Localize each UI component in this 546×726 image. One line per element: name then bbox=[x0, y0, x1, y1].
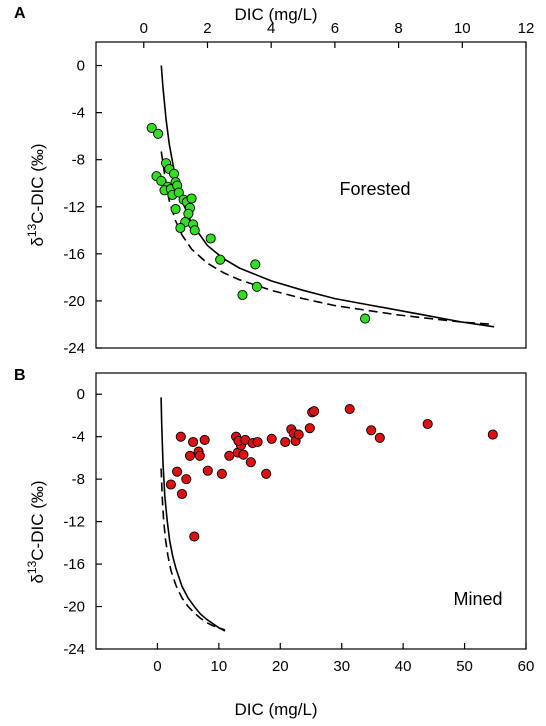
panel-b-y-tick-label: -24 bbox=[63, 641, 85, 658]
panel-a-data-point bbox=[186, 193, 197, 204]
panel-b-data-point bbox=[280, 436, 291, 448]
panel-b-data-point bbox=[181, 474, 192, 485]
panel-a-x-axis-title: DIC (mg/L) bbox=[234, 5, 317, 24]
panel-b-data-point bbox=[194, 450, 205, 461]
panel-b-data-point bbox=[261, 468, 272, 479]
panel-b-y-tick-label: 0 bbox=[77, 386, 85, 403]
panel-b-x-tick-label: 40 bbox=[395, 658, 412, 675]
panel-a-dashed-curve bbox=[160, 151, 495, 326]
panel-b-data-point bbox=[309, 406, 320, 417]
panel-b-data-point bbox=[366, 425, 377, 436]
panel-a-y-tick-label: 0 bbox=[77, 58, 85, 75]
panel-a-y-tick-label: -4 bbox=[72, 105, 85, 122]
panel-a-x-tick-label: 2 bbox=[203, 20, 211, 37]
panel-b-data-point bbox=[422, 418, 433, 430]
panel-b-data-point bbox=[216, 468, 227, 479]
panel-a-solid-curve bbox=[160, 65, 495, 328]
panel-b-data-point bbox=[172, 466, 183, 477]
panel-b-data-point bbox=[252, 436, 263, 448]
panel-b-data-point bbox=[224, 450, 235, 461]
panel-a-y-tick-label: -8 bbox=[72, 152, 85, 169]
panel-b-data-points bbox=[165, 404, 498, 542]
panel-b-data-point bbox=[374, 432, 385, 443]
panel-a-x-tick-label: 4 bbox=[267, 20, 275, 37]
panel-b-x-tick-label: 60 bbox=[518, 658, 535, 675]
panel-a-letter: A bbox=[14, 5, 26, 22]
panel-a-y-tick-label: -24 bbox=[63, 340, 85, 357]
panel-b-y-tick-label: -12 bbox=[63, 514, 85, 531]
panel-a-x-tick-label: 12 bbox=[518, 20, 535, 37]
panel-b-model-curves bbox=[160, 397, 226, 632]
panel-b-x-tick-label: 30 bbox=[333, 658, 350, 675]
panel-b-y-tick-label: -16 bbox=[63, 556, 85, 573]
panel-b-y-tick-label: -20 bbox=[63, 599, 85, 616]
panel-b-x-tick-label: 0 bbox=[153, 658, 161, 675]
panel-a-data-point bbox=[251, 281, 262, 292]
panel-a-x-tick-label: 0 bbox=[140, 20, 148, 37]
panel-a-data-point bbox=[170, 204, 181, 215]
panel-a-data-point bbox=[153, 128, 164, 139]
panel-a-data-point bbox=[215, 254, 226, 265]
panel-a-data-point bbox=[360, 313, 371, 324]
panel-a-y-tick-label: -16 bbox=[63, 246, 85, 263]
panel-b-data-point bbox=[184, 450, 196, 461]
panel-b-data-point bbox=[238, 449, 249, 460]
panel-b-data-point bbox=[202, 465, 213, 476]
panel-b-data-point bbox=[199, 434, 210, 445]
panel-a-model-curves bbox=[160, 65, 495, 328]
panel-b-data-point bbox=[165, 479, 176, 490]
panel-a-plot-frame bbox=[95, 41, 527, 349]
panel-b-x-tick-label: 50 bbox=[456, 658, 473, 675]
panel-b-data-point bbox=[188, 436, 199, 448]
panel-a-y-tick-label: -20 bbox=[63, 293, 85, 310]
panel-a-data-points bbox=[146, 122, 371, 324]
panel-a-data-point bbox=[173, 187, 184, 198]
panel-b-letter: B bbox=[14, 367, 26, 384]
panel-b-data-point bbox=[304, 423, 315, 434]
panel-b-x-axis-title: DIC (mg/L) bbox=[234, 700, 317, 719]
panel-b-y-tick-label: -4 bbox=[72, 429, 85, 446]
panel-b-data-point bbox=[176, 488, 188, 500]
panel-b-data-point bbox=[245, 457, 256, 468]
panel-a-data-point bbox=[175, 222, 186, 234]
panel-a-data-point bbox=[156, 175, 167, 186]
panel-b-solid-curve bbox=[160, 397, 226, 632]
panel-b-data-point bbox=[189, 531, 200, 542]
panel-a-axes: 0 2 4 6 8 10 12 0 -4 -8 -12 -16 -20 -24 bbox=[63, 20, 534, 357]
panel-b-dashed-curve bbox=[160, 468, 226, 631]
panel-a-data-point bbox=[189, 225, 200, 236]
panel-a-forested: A DIC (mg/L) δ13C-DIC (‰) Forested 0 2 4 6 8… bbox=[14, 5, 534, 357]
panel-a-data-point bbox=[183, 208, 194, 219]
panel-b-y-tick-label: -8 bbox=[72, 471, 85, 488]
panel-b-data-point bbox=[344, 404, 355, 415]
panel-b-mined: B DIC (mg/L) δ13C-DIC (‰) Mined 0 10 20 30 4… bbox=[14, 367, 534, 719]
panel-b-x-tick-label: 10 bbox=[211, 658, 228, 675]
panel-a-data-point bbox=[205, 233, 216, 244]
panel-a-x-tick-label: 10 bbox=[454, 20, 471, 37]
panel-b-x-tick-label: 20 bbox=[272, 658, 289, 675]
panel-a-data-point bbox=[146, 122, 157, 133]
panel-a-data-point bbox=[168, 168, 180, 179]
panel-b-plot-frame bbox=[95, 372, 527, 650]
panel-b-data-point bbox=[293, 429, 304, 440]
panel-a-y-tick-label: -12 bbox=[63, 199, 85, 216]
panel-a-annotation-forested: Forested bbox=[339, 179, 410, 199]
panel-a-y-axis-title: δ13C-DIC (‰) bbox=[25, 143, 47, 246]
panel-b-data-point bbox=[266, 433, 277, 444]
panel-b-y-axis-title: δ13C-DIC (‰) bbox=[25, 480, 47, 583]
panel-b-annotation-mined: Mined bbox=[453, 589, 502, 609]
panel-b-axes: 0 10 20 30 40 50 60 0 -4 -8 -12 -16 -20 -24 bbox=[63, 386, 534, 675]
panel-a-data-point bbox=[237, 289, 248, 301]
panel-b-data-point bbox=[175, 431, 186, 442]
panel-a-x-tick-label: 8 bbox=[394, 20, 402, 37]
panel-a-data-point bbox=[250, 259, 261, 270]
panel-a-x-tick-label: 6 bbox=[331, 20, 339, 37]
panel-b-data-point bbox=[487, 429, 498, 440]
